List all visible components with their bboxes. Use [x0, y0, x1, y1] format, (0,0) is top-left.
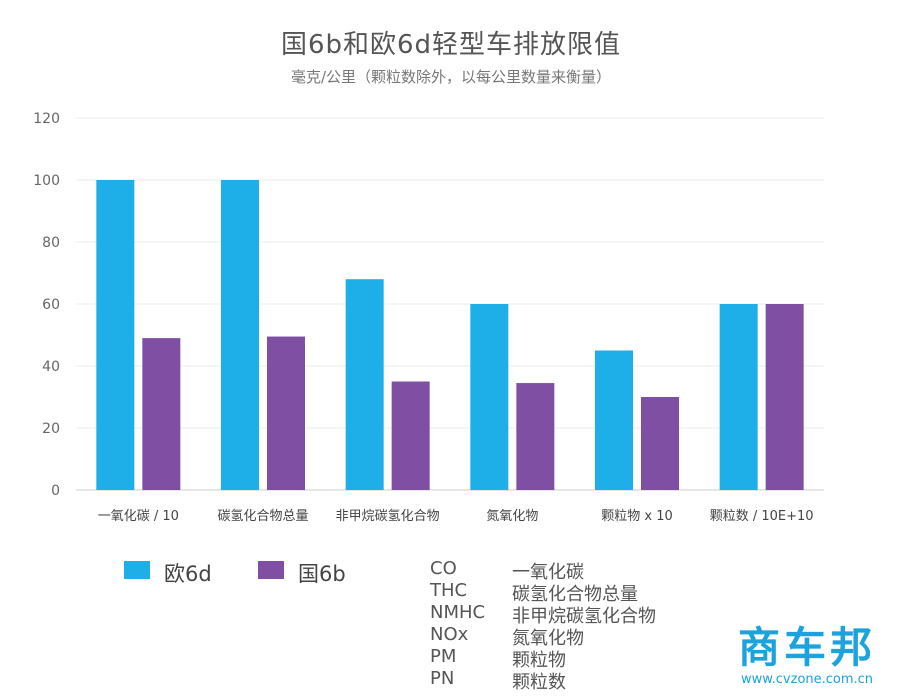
bar-eu6d: [719, 304, 758, 490]
chart-title: 国6b和欧6d轻型车排放限值: [280, 30, 622, 60]
chart-subtitle: 毫克/公里（颗粒数除外，以每公里数量来衡量）: [290, 68, 612, 86]
bar-eu6d: [96, 180, 135, 490]
x-tick-label: 一氧化碳 / 10: [98, 509, 179, 524]
abbreviation-name: 一氧化碳: [512, 562, 584, 583]
abbreviation-code: PN: [430, 668, 455, 689]
legend-swatch-eu6d: [124, 561, 150, 579]
bar-eu6d: [470, 304, 509, 490]
bar-chart: 0 20 40 60 80 100 120 一氧化碳 / 10 碳氢化合物总量 非甲烷碳氢化合物 氮…: [33, 111, 824, 524]
abbreviation-name: 颗粒数: [512, 672, 566, 693]
y-tick-label: 60: [42, 297, 60, 313]
watermark-logo: 商车邦 www.cvzone.com.cn: [722, 614, 892, 694]
abbreviation-code: CO: [430, 558, 457, 579]
watermark-logo-text: 商车邦: [737, 623, 876, 672]
abbreviation-code: PM: [430, 646, 457, 667]
abbreviation-name: 颗粒物: [512, 650, 566, 671]
bar-cn6b: [267, 336, 305, 490]
x-tick-label: 碳氢化合物总量: [217, 509, 308, 524]
bar-cn6b: [641, 397, 679, 490]
bar-eu6d: [221, 180, 259, 490]
bar-cn6b: [516, 383, 555, 490]
x-tick-label: 颗粒物 x 10: [601, 509, 673, 524]
y-tick-label: 0: [51, 483, 60, 499]
bar-cn6b: [765, 304, 804, 490]
abbreviation-code: THC: [430, 580, 468, 601]
abbreviation-code: NMHC: [430, 602, 486, 623]
watermark-url: www.cvzone.com.cn: [740, 672, 874, 687]
bar-eu6d: [595, 350, 633, 490]
y-tick-label: 20: [42, 421, 60, 437]
bar-cn6b: [142, 338, 181, 490]
x-tick-label: 非甲烷碳氢化合物: [336, 509, 440, 524]
y-tick-label: 80: [42, 235, 60, 251]
abbreviation-name: 氮氧化物: [512, 628, 584, 649]
bar-eu6d: [345, 279, 384, 490]
y-tick-label: 120: [33, 111, 60, 127]
y-tick-label: 40: [42, 359, 60, 375]
abbreviation-code: NOx: [430, 624, 469, 645]
legend-swatch-cn6b: [258, 561, 284, 579]
x-tick-label: 氮氧化物: [486, 509, 538, 524]
abbreviation-name: 非甲烷碳氢化合物: [512, 606, 656, 627]
y-tick-label: 100: [33, 173, 60, 189]
abbreviation-name: 碳氢化合物总量: [512, 584, 638, 605]
bar-cn6b: [391, 381, 430, 490]
legend-label-eu6d: 欧6d: [164, 562, 212, 586]
x-tick-label: 颗粒数 / 10E+10: [710, 509, 814, 524]
legend-label-cn6b: 国6b: [298, 562, 346, 586]
